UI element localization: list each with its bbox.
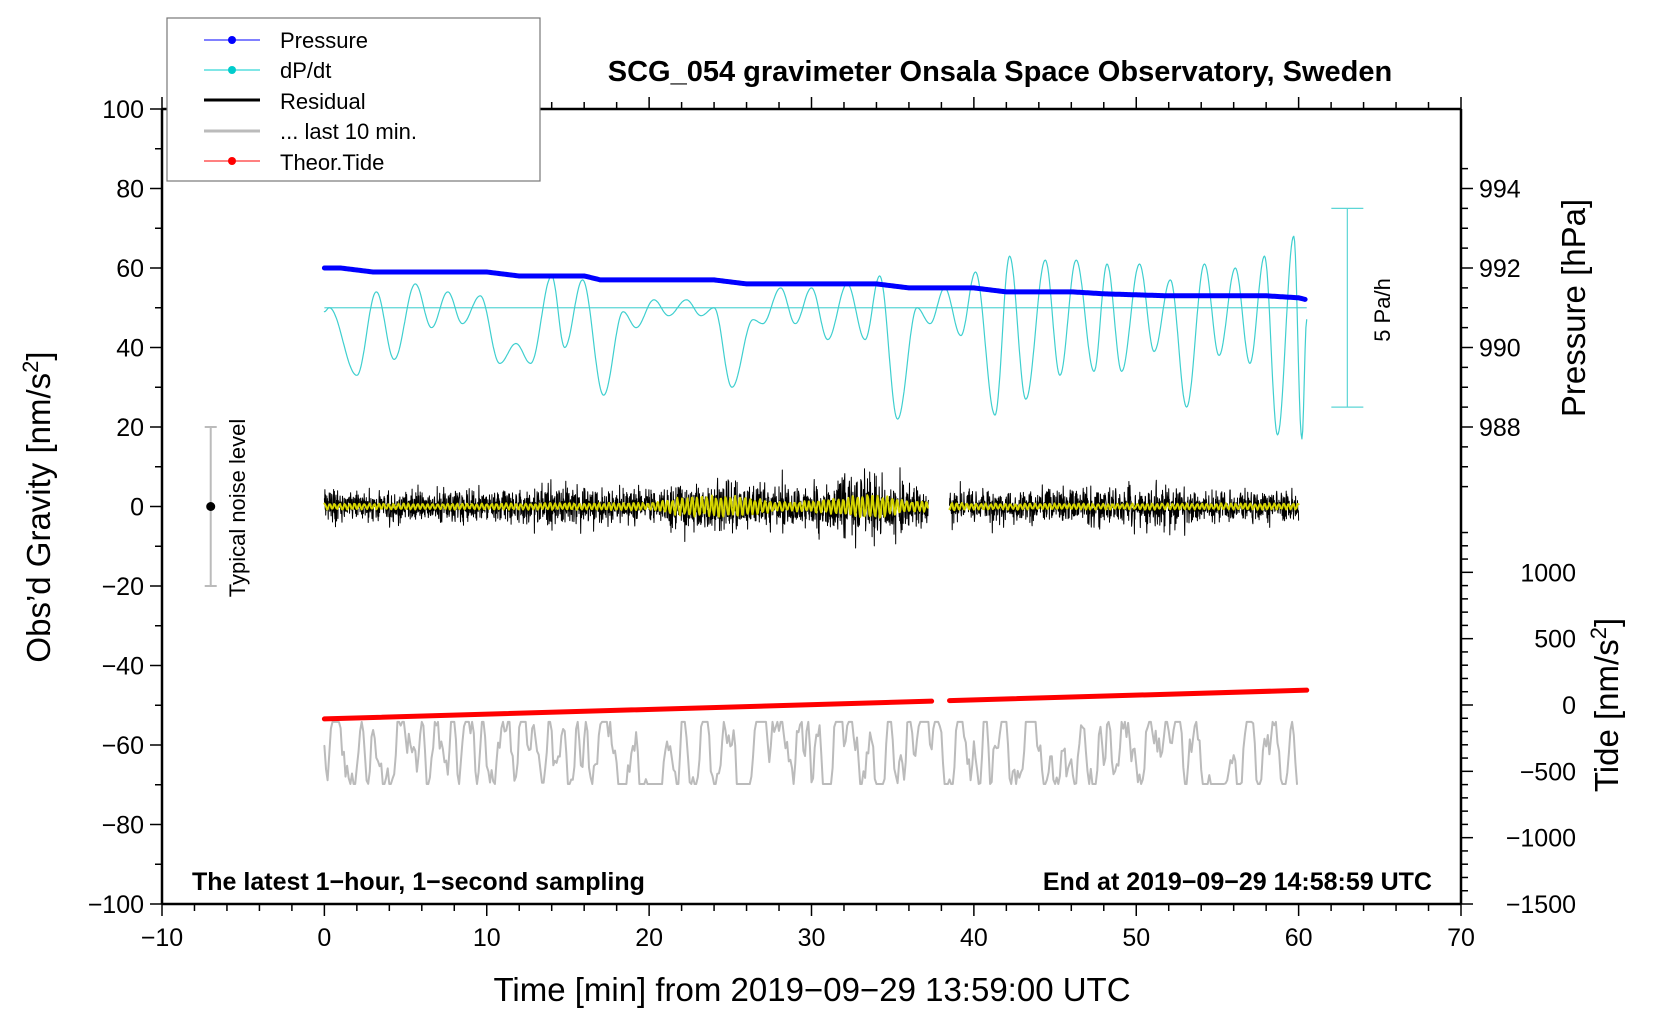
tide-tick-label: −1000	[1506, 825, 1576, 853]
x-tick-label: 50	[1122, 924, 1150, 952]
pressure-tick-label: 988	[1479, 414, 1521, 442]
residual-filtered-line	[323, 494, 929, 519]
scale-bar-label: 5 Pa/h	[1370, 278, 1395, 342]
axes: −10 0 10 20 30 40 50 60 70−100−80−60−40−20020406…	[88, 96, 1576, 952]
last-10-min-line	[323, 720, 1298, 785]
tide-tick-label: 0	[1562, 692, 1576, 720]
tide-line	[947, 687, 1310, 704]
y-axis-title-pressure: Pressure [hPa]	[1555, 199, 1592, 417]
residual-filtered-line	[948, 502, 1300, 512]
pressure-tick-label: 994	[1479, 176, 1521, 204]
y-tick-label: 0	[130, 494, 144, 522]
tide-tick-label: −500	[1520, 758, 1576, 786]
x-tick-label: 70	[1447, 924, 1475, 952]
y-tick-label: 100	[102, 96, 144, 124]
y-tick-label: 80	[116, 176, 144, 204]
x-tick-label: 60	[1285, 924, 1313, 952]
pressure-tick-label: 992	[1479, 255, 1521, 283]
y-tick-label: 40	[116, 335, 144, 363]
tide-tick-label: 500	[1534, 626, 1576, 654]
annotation-sampling: The latest 1−hour, 1−second sampling	[192, 868, 645, 896]
y-axis-title-left: Obs’d Gravity [nm/s2]	[18, 351, 57, 662]
legend-label: Residual	[280, 89, 366, 114]
noise-level-label: Typical noise level	[225, 419, 250, 598]
y-tick-label: −20	[102, 573, 144, 601]
x-tick-label: 10	[473, 924, 501, 952]
dpdt-line	[323, 235, 1308, 440]
legend-item-pressure: Pressure	[204, 28, 368, 53]
legend-item-residual: Residual	[204, 89, 366, 114]
pressure-tick-label: 990	[1479, 335, 1521, 363]
annotation-end-time: End at 2019−09−29 14:58:59 UTC	[1043, 868, 1432, 896]
noise-level-dot	[206, 502, 216, 511]
tide-tick-label: −1500	[1506, 891, 1576, 919]
residual-line	[323, 467, 929, 549]
x-tick-label: 20	[635, 924, 663, 952]
legend-label: Pressure	[280, 28, 368, 53]
y-tick-label: −40	[102, 653, 144, 681]
legend-item-dpdt: dP/dt	[204, 58, 331, 83]
x-axis-title: Time [min] from 2019−09−29 13:59:00 UTC	[493, 971, 1130, 1008]
legend-label: ... last 10 min.	[280, 119, 417, 144]
tide-tick-label: 1000	[1520, 559, 1576, 587]
plot-area	[204, 207, 1364, 785]
x-tick-label: −10	[141, 924, 183, 952]
y-axis-title-tide: Tide [nm/s2]	[1586, 618, 1625, 792]
y-tick-label: −80	[102, 812, 144, 840]
tide-line	[321, 698, 935, 722]
legend-item-last-10-min: ... last 10 min.	[204, 119, 417, 144]
x-tick-label: 40	[960, 924, 988, 952]
y-tick-label: 20	[116, 414, 144, 442]
legend-item-theor-tide: Theor.Tide	[204, 150, 384, 175]
y-tick-label: −100	[88, 891, 144, 919]
legend: Pressure dP/dt Residual ... last 10 min.…	[166, 17, 541, 182]
chart-title: SCG_054 gravimeter Onsala Space Observat…	[608, 56, 1392, 88]
residual-line	[949, 479, 1300, 536]
x-tick-label: 30	[798, 924, 826, 952]
pressure-line	[321, 265, 1308, 302]
y-tick-label: −60	[102, 732, 144, 760]
y-tick-label: 60	[116, 255, 144, 283]
legend-label: dP/dt	[280, 58, 331, 83]
legend-label: Theor.Tide	[280, 150, 384, 175]
x-tick-label: 0	[317, 924, 331, 952]
